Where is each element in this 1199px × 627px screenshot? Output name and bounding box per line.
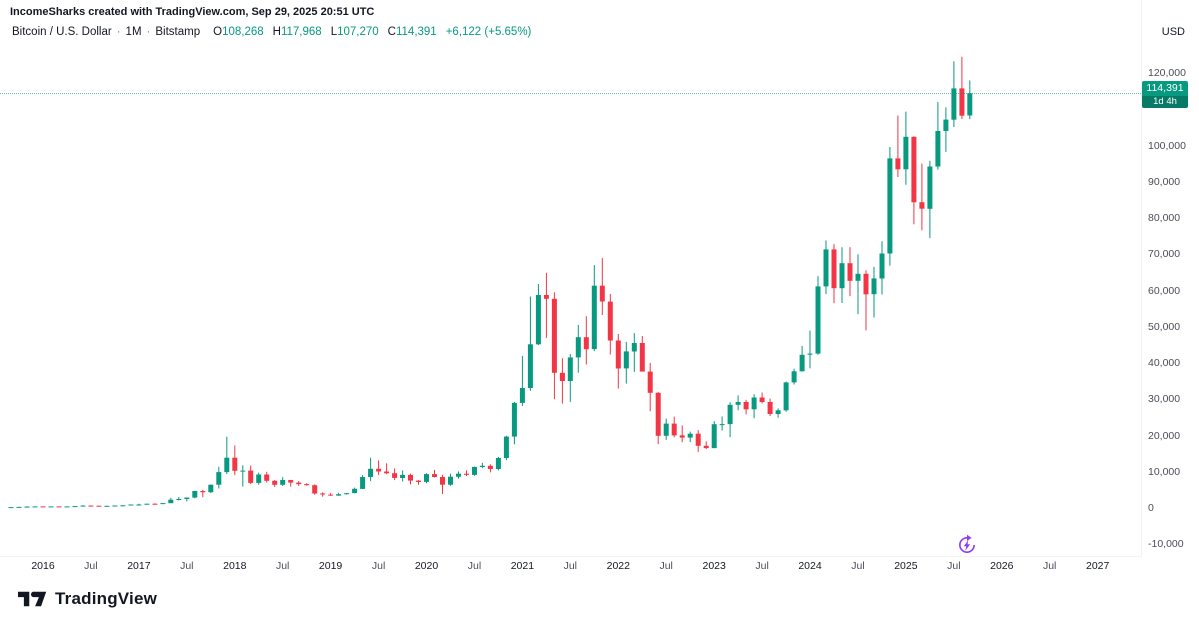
price-axis-label: 20,000: [1148, 429, 1181, 442]
ohlc-values: O108,268 H117,968 L107,270 C114,391: [213, 26, 437, 38]
time-axis-label: 2022: [606, 560, 630, 572]
price-axis-label: 80,000: [1148, 212, 1181, 224]
time-axis-label: Jul: [755, 560, 769, 572]
sync-bolt-icon[interactable]: [956, 534, 978, 556]
time-axis-label: Jul: [851, 560, 865, 572]
bar-countdown: 1d 4h: [1142, 95, 1188, 109]
time-axis-label: 2024: [798, 560, 822, 572]
candlestick-plot[interactable]: [0, 0, 1141, 556]
ohlc-pair: C114,391: [387, 26, 437, 38]
time-axis-label: Jul: [275, 560, 290, 572]
interval-label[interactable]: 1M: [125, 26, 142, 38]
time-axis-label: Jul: [563, 560, 578, 572]
time-axis-label: Jul: [84, 560, 98, 572]
time-axis-label: Jul: [180, 560, 194, 572]
price-axis-label: 40,000: [1148, 357, 1181, 369]
time-axis[interactable]: 2016 Jul 2017 Jul 2018 Jul 2019 Jul 2020 Jul 2021 J…: [0, 556, 1141, 580]
ohlc-pair: O108,268: [213, 26, 264, 38]
symbol-title[interactable]: Bitcoin / U.S. Dollar: [12, 26, 112, 38]
time-axis-label: 2016: [31, 560, 55, 572]
brand-name[interactable]: TradingView: [55, 589, 158, 608]
time-axis-label: 2020: [414, 560, 439, 572]
time-axis-label: Jul: [1042, 560, 1057, 572]
price-axis-label: 0: [1148, 502, 1154, 514]
time-axis-label: 2019: [318, 560, 343, 572]
time-axis-label: 2017: [127, 560, 151, 572]
time-axis-label: Jul: [947, 560, 961, 572]
price-axis-label: 50,000: [1148, 320, 1181, 333]
footer-branding[interactable]: TradingView: [18, 589, 157, 609]
time-axis-label: 2021: [510, 560, 535, 572]
price-axis-label: 70,000: [1148, 248, 1181, 261]
legend-separator: ·: [116, 26, 121, 38]
change-value: +6,122 (+5.65%): [445, 26, 532, 38]
time-axis-label: 2023: [702, 560, 726, 572]
price-axis-label: 10,000: [1148, 465, 1181, 478]
tradingview-logo-icon[interactable]: [18, 590, 47, 608]
time-axis-label: 2018: [223, 560, 247, 572]
legend-separator: ·: [146, 26, 151, 38]
chart-pane[interactable]: [0, 0, 1142, 557]
last-price-badge[interactable]: 114,391 1d 4h: [1142, 81, 1188, 109]
chart-legend: Bitcoin / U.S. Dollar · 1M · Bitstamp O1…: [12, 26, 531, 38]
time-axis-label: 2026: [990, 560, 1014, 572]
price-axis-label: 30,000: [1148, 393, 1181, 406]
last-price-value: 114,391: [1142, 81, 1188, 96]
ohlc-pair: H117,968: [272, 26, 322, 38]
price-axis[interactable]: 114,391 1d 4h 120,000 100,000 90,000 80,000…: [1141, 0, 1199, 556]
price-axis-label: -10,000: [1148, 538, 1184, 551]
time-axis-label: Jul: [659, 560, 673, 572]
time-axis-label: Jul: [467, 560, 482, 572]
last-price-line: [0, 93, 1141, 95]
exchange-label: Bitstamp: [155, 26, 201, 38]
price-axis-label: 100,000: [1148, 139, 1186, 152]
time-axis-label: 2025: [894, 560, 918, 572]
currency-unit-button[interactable]: USD: [1161, 26, 1185, 38]
price-axis-label: 120,000: [1148, 67, 1186, 79]
price-axis-label: 90,000: [1148, 175, 1181, 188]
time-axis-label: 2027: [1086, 560, 1110, 572]
price-axis-label: 60,000: [1148, 284, 1181, 297]
attribution-watermark: IncomeSharks created with TradingView.co…: [10, 6, 375, 18]
time-axis-label: Jul: [371, 560, 386, 572]
ohlc-pair: L107,270: [330, 26, 379, 38]
